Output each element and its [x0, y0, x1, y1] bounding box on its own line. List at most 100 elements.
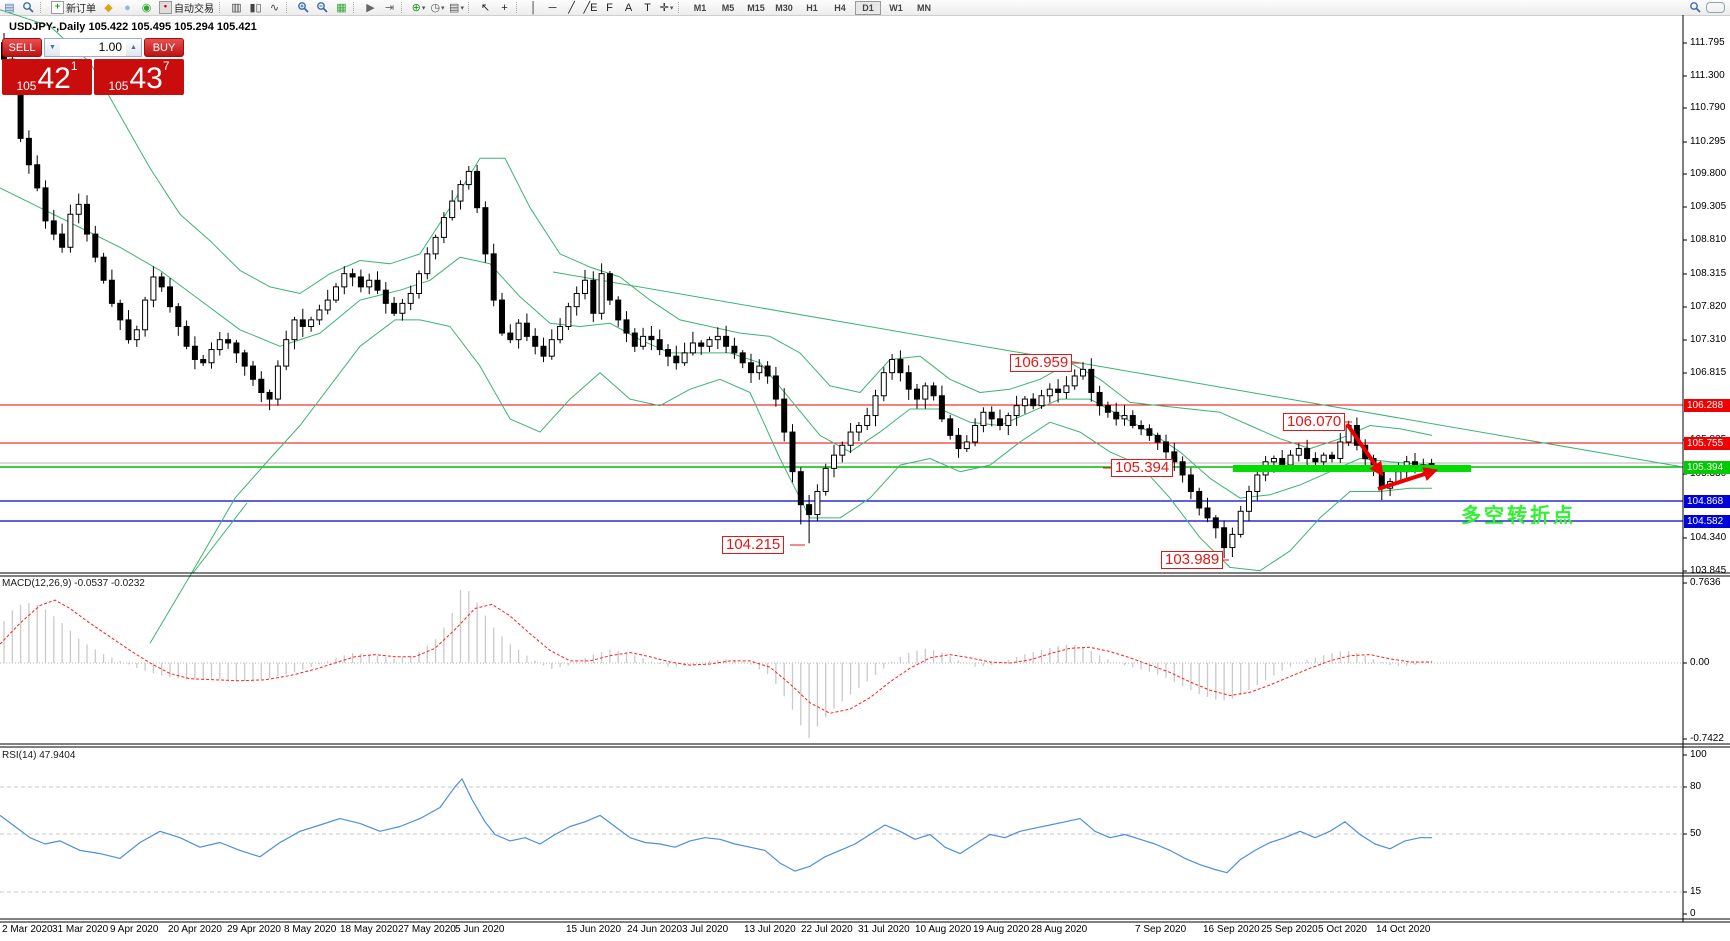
price-line-label: 104.868: [1684, 495, 1730, 508]
signal-icon[interactable]: ◉: [141, 2, 152, 14]
volume-input[interactable]: 1.00: [98, 40, 122, 54]
macd-tick: 0.7636: [1690, 577, 1721, 588]
price-line-label: 104.582: [1684, 515, 1730, 528]
price-tick: 109.800: [1690, 168, 1727, 179]
toolbar-left: ▤ + 新订单 ◆ ● ◉ • 自动交易 ▥ ▮▯ ∿ ▦ ▶ ⇥ ⊕ ▾ ◷ ▾ ▤ ▾ ↖ + │ ─ ╱ ╱E F A T ✛ ▾: [0, 1, 686, 15]
toolbar-separator: [40, 2, 46, 13]
timeframe-m15-button[interactable]: M15: [747, 2, 765, 13]
price-tick: 111.300: [1690, 70, 1725, 81]
auto-scroll-icon[interactable]: ▶: [366, 2, 375, 14]
volume-down-icon[interactable]: ▼: [45, 39, 60, 56]
horizontal-line-icon[interactable]: ─: [548, 1, 557, 14]
date-tick: 2 Mar 2020: [2, 924, 53, 935]
new-order-button[interactable]: + 新订单: [48, 1, 99, 15]
timeframe-m1-button[interactable]: M1: [693, 2, 707, 13]
rising-band-segment[interactable]: [192, 502, 248, 574]
price-annotation-box[interactable]: 104.215: [722, 536, 785, 554]
price-tick: 108.315: [1690, 268, 1727, 279]
line-chart-mode-icon[interactable]: ∿: [269, 2, 280, 14]
chat-icon[interactable]: [1706, 2, 1725, 13]
timeframe-w1-button[interactable]: W1: [889, 2, 903, 13]
text-label-icon[interactable]: T: [644, 1, 651, 14]
templates-icon-dropdown-icon[interactable]: ▾: [460, 4, 464, 12]
timeframe-h4-button[interactable]: H4: [834, 2, 846, 13]
indicators-icon[interactable]: ⊕ ▾: [411, 2, 426, 14]
zoom-in-icon[interactable]: [295, 1, 312, 14]
timeframe-d1-button[interactable]: D1: [855, 0, 881, 15]
timeframe-m30-button[interactable]: M30: [775, 2, 793, 13]
tile-windows-icon[interactable]: ▦: [336, 2, 347, 14]
timeframe-h1-button[interactable]: H1: [806, 2, 818, 13]
fibonacci-icon[interactable]: F: [606, 1, 613, 14]
arrows-icon-dropdown-icon[interactable]: ▾: [669, 4, 674, 12]
new-chart-icon[interactable]: ▤: [4, 2, 15, 14]
price-tick: 110.295: [1690, 136, 1726, 147]
timeframe-m5-button[interactable]: M5: [721, 2, 735, 13]
vertical-line-icon[interactable]: │: [530, 1, 537, 14]
cloud-icon[interactable]: ●: [124, 1, 131, 14]
rsi-tick: 50: [1690, 828, 1702, 839]
chart-shift-icon[interactable]: ⇥: [384, 2, 395, 14]
search-icon[interactable]: [1687, 1, 1704, 14]
arrows-icon[interactable]: ✛ ▾: [659, 2, 674, 14]
volume-up-icon[interactable]: ▲: [126, 39, 141, 56]
bollinger-middle-band: [0, 187, 1433, 499]
new-order-button-icon: +: [51, 1, 64, 14]
rsi-tick: 100: [1690, 749, 1707, 760]
auto-trading-button-label: 自动交易: [174, 4, 214, 15]
macd-label: MACD(12,26,9) -0.0537 -0.0232: [2, 578, 145, 589]
bar-chart-mode-icon[interactable]: ▥: [231, 2, 242, 14]
date-tick: 3 Jul 2020: [682, 924, 729, 935]
templates-icon[interactable]: ▤ ▾: [449, 2, 464, 14]
data-window-icon[interactable]: [20, 1, 37, 14]
trendline-icon[interactable]: ╱: [568, 2, 575, 14]
equidistant-channel-icon[interactable]: ╱E: [583, 2, 598, 14]
indicators-icon-dropdown-icon[interactable]: ▾: [421, 4, 426, 12]
periods-icon-dropdown-icon[interactable]: ▾: [441, 4, 445, 12]
price-annotation-box[interactable]: 106.959: [1010, 354, 1073, 372]
date-tick: 29 Apr 2020: [227, 924, 281, 935]
price-annotation-box[interactable]: 103.989: [1161, 551, 1224, 569]
date-tick: 7 Sep 2020: [1135, 924, 1187, 935]
date-tick: 22 Jul 2020: [801, 924, 853, 935]
date-tick: 13 Jul 2020: [744, 924, 796, 935]
cursor-icon[interactable]: ↖: [480, 2, 491, 14]
date-tick: 24 Jun 2020: [627, 924, 683, 935]
periods-icon[interactable]: ◷ ▾: [430, 2, 445, 14]
styler-icon[interactable]: ◆: [104, 2, 113, 14]
date-tick: 27 May 2020: [398, 924, 456, 935]
date-tick: 14 Oct 2020: [1376, 924, 1431, 935]
date-tick: 5 Jun 2020: [455, 924, 505, 935]
annotation-note[interactable]: 多空转折点: [1461, 505, 1576, 527]
price-annotation-box[interactable]: 106.070: [1283, 413, 1346, 431]
buy-price-pips: 43: [129, 62, 163, 95]
green-support-bar[interactable]: [1233, 465, 1471, 472]
toolbar-separator: [678, 2, 684, 13]
candlestick-mode-icon[interactable]: ▮▯: [249, 2, 262, 14]
rsi-label: RSI(14) 47.9404: [2, 750, 76, 761]
toolbar-right: [1686, 1, 1726, 14]
bollinger-upper-band: [0, 9, 1433, 450]
date-tick: 15 Jun 2020: [566, 924, 622, 935]
red-arrow-object[interactable]: [1345, 422, 1384, 477]
timeframe-mn-button[interactable]: MN: [917, 2, 931, 13]
price-annotation-box[interactable]: 105.394: [1111, 459, 1174, 477]
auto-trading-button[interactable]: • 自动交易: [156, 1, 217, 15]
price-tick: 110.790: [1690, 102, 1726, 113]
chart-title: USDJPY-,Daily 105.422 105.495 105.294 10…: [9, 21, 257, 33]
macd-histogram: [3, 589, 1433, 738]
buy-price[interactable]: 105 43 7: [94, 59, 184, 95]
sell-price[interactable]: 105 42 1: [2, 59, 92, 95]
red-arrow-object[interactable]: [1377, 467, 1439, 491]
date-tick: 20 Apr 2020: [168, 924, 222, 935]
sell-button[interactable]: SELL: [2, 38, 42, 57]
volume-stepper[interactable]: ▼ 1.00 ▲: [44, 38, 142, 57]
text-icon[interactable]: A: [624, 1, 633, 14]
crosshair-icon[interactable]: +: [501, 1, 508, 14]
zoom-out-icon[interactable]: [314, 1, 331, 14]
descending-trendline[interactable]: [552, 271, 1684, 468]
date-tick: 8 May 2020: [284, 924, 337, 935]
buy-button[interactable]: BUY: [144, 38, 184, 57]
price-line-label: 105.394: [1684, 461, 1730, 474]
